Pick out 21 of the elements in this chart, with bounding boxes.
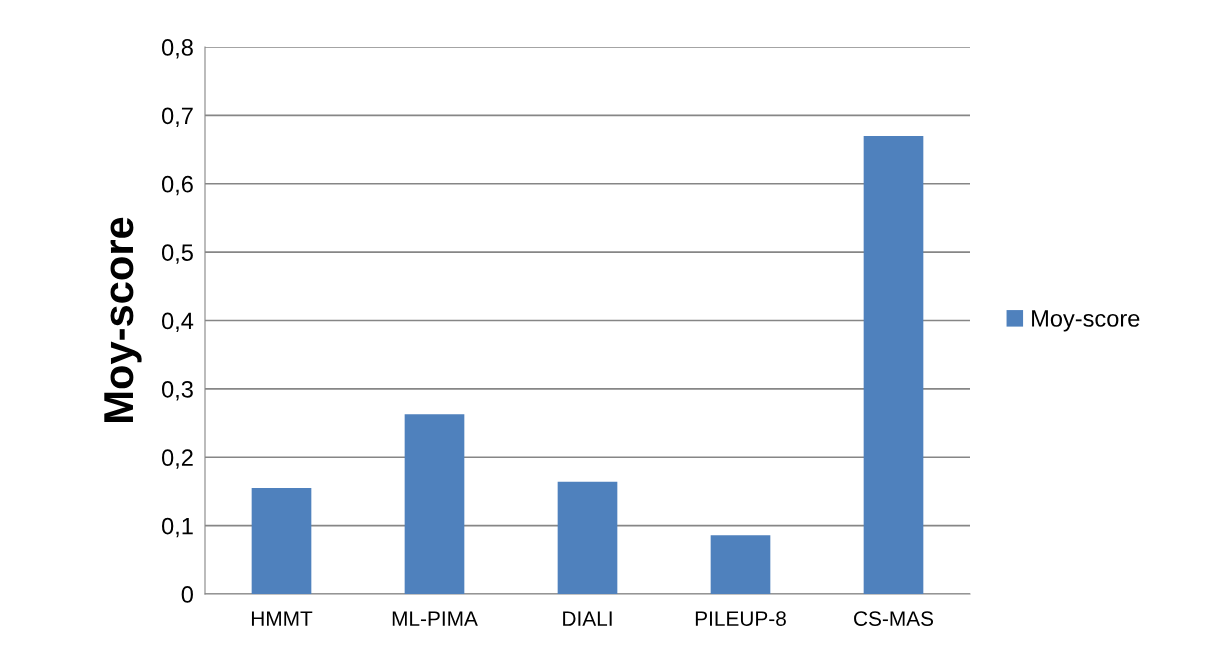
y-tick-label: 0,6 <box>161 175 193 196</box>
y-tick-label: 0,1 <box>161 517 193 538</box>
y-tick-label: 0,3 <box>161 380 193 401</box>
y-tick-label: 0,5 <box>161 244 193 264</box>
x-tick-label: CS-MAS <box>854 611 934 626</box>
y-tick-label: 0,2 <box>161 449 193 469</box>
y-axis-title: Moy-score <box>104 217 142 422</box>
x-tick-label: PILEUP-8 <box>695 611 786 626</box>
bar <box>710 535 771 594</box>
bar <box>557 481 618 594</box>
y-tick-label: 0,8 <box>161 39 193 59</box>
y-tick-label: 0 <box>181 586 193 603</box>
x-tick-label: HMMT <box>251 611 313 626</box>
x-tick-label: DIALI <box>563 611 612 626</box>
y-tick-label: 0,4 <box>161 312 194 333</box>
bar <box>404 414 465 594</box>
x-tick-label: ML-PIMA <box>392 611 478 626</box>
bar <box>251 488 312 594</box>
bar <box>863 135 924 594</box>
legend-label: Moy-score <box>1032 310 1140 332</box>
y-tick-label: 0,7 <box>161 107 193 127</box>
